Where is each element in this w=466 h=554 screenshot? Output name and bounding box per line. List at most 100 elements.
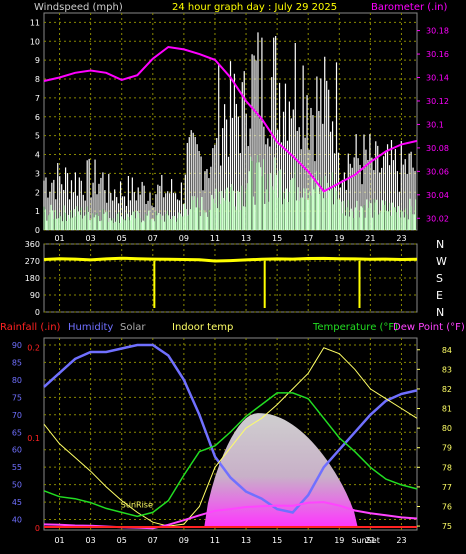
bottom-hour-ticks: 01 03 05 07 09 11 13 15 17 19 21 23	[54, 536, 406, 545]
legend-dewpoint: Dew Point (°F)	[393, 322, 465, 333]
humidity-tick-label: 85	[12, 358, 22, 367]
bottom-line-series	[43, 343, 418, 530]
bottom-hour-tick-label: 21	[365, 536, 375, 545]
temperature-tick-label: 80	[442, 424, 452, 433]
top-hour-tick-label: 19	[334, 234, 344, 243]
bottom-panel: Rainfall (.in) Humidity Solar Indoor tem…	[0, 322, 465, 545]
temperature-tick-label: 75	[442, 522, 452, 531]
direction-tick-label: 270	[25, 257, 40, 266]
barometer-tick-label: 30.18	[426, 27, 449, 36]
top-hour-tick-label: 23	[396, 234, 406, 243]
solar-series	[204, 413, 358, 528]
bottom-plot-frame	[43, 337, 418, 531]
wind-tick-label: 10	[30, 37, 40, 46]
temperature-tick-label: 81	[442, 405, 452, 414]
legend-temperature: Temperature (°F)	[312, 322, 398, 333]
barometer-tick-label: 30.1	[426, 120, 444, 129]
barometer-tick-label: 30.08	[426, 144, 449, 153]
top-panel: Windspeed (mph) 24 hour graph day : July…	[30, 2, 449, 243]
wind-tick-label: 5	[35, 132, 40, 141]
top-hour-tick-label: 01	[54, 234, 64, 243]
bottom-hour-tick-label: 11	[210, 536, 220, 545]
temperature-tick-label: 79	[442, 444, 452, 453]
wind-series	[43, 32, 417, 230]
humidity-tick-label: 90	[12, 341, 22, 350]
temperature-tick-label: 84	[442, 346, 452, 355]
legend-humidity: Humidity	[68, 322, 113, 333]
barometer-tick-label: 30.16	[426, 50, 449, 59]
wind-tick-label: 6	[35, 113, 40, 122]
humidity-tick-label: 70	[12, 411, 22, 420]
bottom-hour-tick-label: 17	[303, 536, 313, 545]
temperature-tick-label: 78	[442, 463, 452, 472]
direction-axis-ticks: 360 270 180 90 0	[25, 240, 40, 317]
humidity-tick-label: 50	[12, 481, 22, 490]
line-indoor-temp	[43, 347, 418, 527]
humidity-tick-label: 55	[12, 463, 22, 472]
legend-indoor-temp: Indoor temp	[172, 322, 233, 333]
temperature-axis-ticks: 75 76 77 78 79 80 81 82 83 84	[417, 346, 452, 531]
bottom-hour-tick-label: 13	[241, 536, 251, 545]
temperature-tick-label: 77	[442, 483, 452, 492]
direction-tick-label: 180	[25, 274, 40, 283]
barometer-series	[43, 45, 418, 193]
wind-tick-label: 4	[35, 151, 40, 160]
wind-tick-label: 7	[35, 94, 40, 103]
solar-area	[204, 413, 358, 528]
direction-tick-label: 360	[25, 240, 40, 249]
graph-title: 24 hour graph day : July 29 2025	[172, 2, 337, 13]
top-hour-tick-label: 17	[303, 234, 313, 243]
top-hour-tick-label: 03	[86, 234, 96, 243]
humidity-tick-label: 75	[12, 393, 22, 402]
humidity-tick-label: 60	[12, 446, 22, 455]
humidity-axis-ticks: 40 45 50 55 60 65 70 75 80 85 90	[12, 341, 22, 525]
wind-axis-ticks: 0 1 2 3 4 5 6 7 8 9 10 11	[30, 18, 40, 235]
temperature-tick-label: 82	[442, 385, 452, 394]
top-hour-tick-label: 05	[117, 234, 127, 243]
wind-tick-label: 8	[35, 75, 40, 84]
compass-label: E	[436, 289, 443, 302]
legend-rainfall: Rainfall (.in)	[0, 322, 61, 333]
humidity-tick-label: 40	[12, 516, 22, 525]
direction-tick-label: 90	[30, 291, 40, 300]
wind-tick-label: 2	[35, 188, 40, 197]
bottom-hour-tick-label: 01	[54, 536, 64, 545]
direction-grid	[44, 243, 417, 313]
top-hour-tick-label: 21	[365, 234, 375, 243]
barometer-line	[43, 45, 418, 193]
rain-tick-label: 0.1	[27, 434, 40, 443]
bottom-hour-tick-label: 09	[179, 536, 189, 545]
compass-label: N	[436, 306, 444, 319]
rain-axis-ticks: 0 0.1 0.2	[27, 344, 40, 533]
top-hour-tick-label: 07	[148, 234, 158, 243]
humidity-tick-label: 65	[12, 428, 22, 437]
legend-solar: Solar	[120, 322, 146, 333]
barometer-tick-label: 30.06	[426, 167, 449, 176]
temperature-tick-label: 83	[442, 365, 452, 374]
temperature-tick-label: 76	[442, 502, 452, 511]
sunrise-label: SunRise	[121, 500, 153, 509]
wind-tick-label: 3	[35, 169, 40, 178]
sunset-label: SunSet	[351, 536, 379, 545]
compass-label: W	[436, 255, 447, 268]
line-temperature-f-	[43, 392, 418, 518]
direction-line	[43, 256, 418, 263]
bottom-hour-tick-label: 07	[148, 536, 158, 545]
top-hour-tick-label: 13	[241, 234, 251, 243]
windspeed-label: Windspeed (mph)	[34, 2, 123, 13]
wind-tick-label: 9	[35, 56, 40, 65]
humidity-tick-label: 80	[12, 376, 22, 385]
top-hour-ticks: 01 03 05 07 09 11 13 15 17 19 21 23	[54, 234, 406, 243]
wind-tick-label: 11	[30, 18, 40, 27]
compass-label: N	[436, 238, 444, 251]
barometer-tick-label: 30.02	[426, 214, 449, 223]
bottom-hour-tick-label: 15	[272, 536, 282, 545]
barometer-tick-label: 30.04	[426, 191, 449, 200]
barometer-label: Barometer (.in)	[371, 2, 447, 13]
bottom-hour-tick-label: 23	[396, 536, 406, 545]
wind-tick-label: 1	[35, 207, 40, 216]
top-hour-tick-label: 15	[272, 234, 282, 243]
